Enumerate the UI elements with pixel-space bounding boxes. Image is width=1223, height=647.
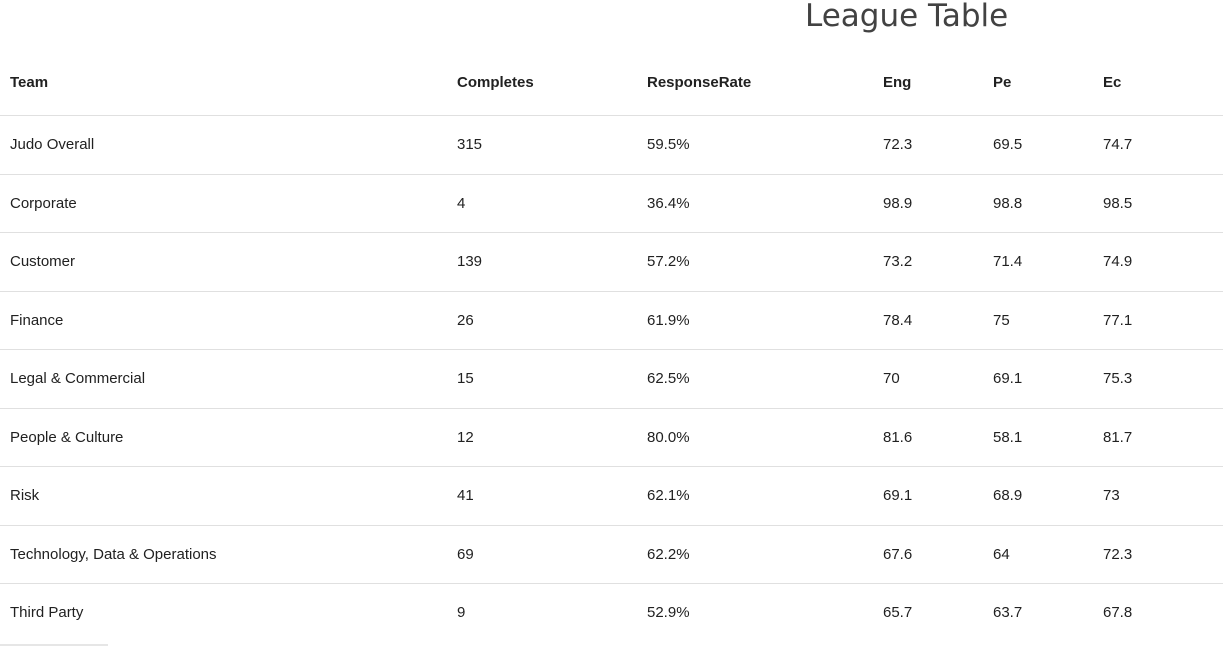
table-row[interactable]: Technology, Data & Operations 69 62.2% 6… bbox=[0, 525, 1223, 584]
cell-ec: 72.3 bbox=[1093, 525, 1223, 584]
table-row[interactable]: Finance 26 61.9% 78.4 75 77.1 bbox=[0, 291, 1223, 350]
cell-response-rate: 80.0% bbox=[637, 408, 873, 467]
table-row[interactable]: Legal & Commercial 15 62.5% 70 69.1 75.3 bbox=[0, 349, 1223, 409]
column-header-completes[interactable]: Completes bbox=[447, 50, 637, 116]
cell-completes: 4 bbox=[447, 174, 637, 233]
header-row: Team Completes ResponseRate Eng Pe Ec bbox=[0, 50, 1223, 116]
cell-completes: 139 bbox=[447, 232, 637, 292]
column-header-eng[interactable]: Eng bbox=[873, 50, 983, 116]
cell-ec: 74.9 bbox=[1093, 232, 1223, 292]
cell-response-rate: 57.2% bbox=[637, 232, 873, 292]
column-header-ec[interactable]: Ec bbox=[1093, 50, 1223, 116]
cell-team: Judo Overall bbox=[0, 115, 447, 175]
cell-ec: 77.1 bbox=[1093, 291, 1223, 350]
table-row[interactable]: Third Party 9 52.9% 65.7 63.7 67.8 bbox=[0, 584, 1223, 642]
cell-team: Corporate bbox=[0, 174, 447, 233]
column-header-response-rate[interactable]: ResponseRate bbox=[637, 50, 873, 116]
cell-completes: 41 bbox=[447, 466, 637, 526]
cell-team: Customer bbox=[0, 232, 447, 292]
cell-response-rate: 62.5% bbox=[637, 349, 873, 409]
cell-team: Legal & Commercial bbox=[0, 349, 447, 409]
cell-ec: 98.5 bbox=[1093, 174, 1223, 233]
cell-response-rate: 62.1% bbox=[637, 466, 873, 526]
cell-completes: 69 bbox=[447, 525, 637, 584]
cell-ec: 74.7 bbox=[1093, 115, 1223, 175]
cell-ec: 81.7 bbox=[1093, 408, 1223, 467]
cell-pe: 69.1 bbox=[983, 349, 1093, 409]
cell-response-rate: 59.5% bbox=[637, 115, 873, 175]
cell-pe: 98.8 bbox=[983, 174, 1093, 233]
cell-ec: 73 bbox=[1093, 466, 1223, 526]
cell-completes: 315 bbox=[447, 115, 637, 175]
cell-eng: 81.6 bbox=[873, 408, 983, 467]
table-row[interactable]: Corporate 4 36.4% 98.9 98.8 98.5 bbox=[0, 174, 1223, 233]
cell-eng: 70 bbox=[873, 349, 983, 409]
cell-eng: 98.9 bbox=[873, 174, 983, 233]
cell-response-rate: 36.4% bbox=[637, 174, 873, 233]
table-body: Judo Overall 315 59.5% 72.3 69.5 74.7 Co… bbox=[0, 115, 1223, 642]
cell-eng: 73.2 bbox=[873, 232, 983, 292]
cell-pe: 63.7 bbox=[993, 604, 1023, 622]
page-title: League Table bbox=[805, 0, 1009, 34]
cell-pe: 71.4 bbox=[983, 232, 1093, 292]
cell-eng: 67.6 bbox=[873, 525, 983, 584]
cell-completes: 12 bbox=[447, 408, 637, 467]
table-row[interactable]: Judo Overall 315 59.5% 72.3 69.5 74.7 bbox=[0, 115, 1223, 175]
cell-team: Finance bbox=[0, 291, 447, 350]
cell-completes: 15 bbox=[447, 349, 637, 409]
table-header: Team Completes ResponseRate Eng Pe Ec bbox=[0, 50, 1223, 116]
cell-eng: 69.1 bbox=[873, 466, 983, 526]
cell-completes: 26 bbox=[447, 291, 637, 350]
cell-pe: 58.1 bbox=[983, 408, 1093, 467]
cell-completes: 9 bbox=[457, 604, 466, 622]
cell-team: Technology, Data & Operations bbox=[0, 525, 447, 584]
cell-pe: 75 bbox=[983, 291, 1093, 350]
cell-ec: 75.3 bbox=[1093, 349, 1223, 409]
column-header-team[interactable]: Team bbox=[0, 50, 447, 116]
cell-response-rate: 62.2% bbox=[637, 525, 873, 584]
footer-divider bbox=[0, 644, 108, 646]
cell-response-rate: 52.9% bbox=[647, 604, 690, 622]
league-table: Team Completes ResponseRate Eng Pe Ec Ju… bbox=[0, 50, 1223, 642]
cell-eng: 78.4 bbox=[873, 291, 983, 350]
cell-pe: 69.5 bbox=[983, 115, 1093, 175]
table-row[interactable]: People & Culture 12 80.0% 81.6 58.1 81.7 bbox=[0, 408, 1223, 467]
cell-pe: 64 bbox=[983, 525, 1093, 584]
cell-ec: 67.8 bbox=[1103, 604, 1133, 622]
column-header-pe[interactable]: Pe bbox=[983, 50, 1093, 116]
cell-team: People & Culture bbox=[0, 408, 447, 467]
table-row[interactable]: Risk 41 62.1% 69.1 68.9 73 bbox=[0, 466, 1223, 526]
cell-response-rate: 61.9% bbox=[637, 291, 873, 350]
cell-pe: 68.9 bbox=[983, 466, 1093, 526]
cell-eng: 72.3 bbox=[873, 115, 983, 175]
cell-team: Risk bbox=[0, 466, 447, 526]
table-row[interactable]: Customer 139 57.2% 73.2 71.4 74.9 bbox=[0, 232, 1223, 292]
cell-eng: 65.7 bbox=[883, 604, 913, 622]
cell-team: Third Party bbox=[10, 604, 84, 622]
